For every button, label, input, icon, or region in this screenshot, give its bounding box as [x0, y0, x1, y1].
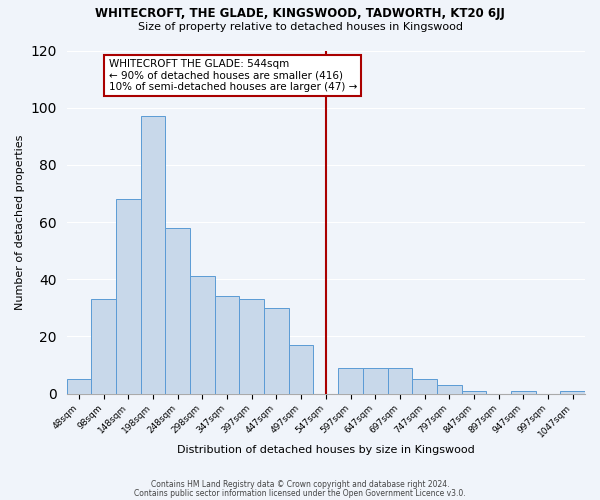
Y-axis label: Number of detached properties: Number of detached properties	[15, 134, 25, 310]
Text: WHITECROFT THE GLADE: 544sqm
← 90% of detached houses are smaller (416)
10% of s: WHITECROFT THE GLADE: 544sqm ← 90% of de…	[109, 59, 357, 92]
Bar	[388, 368, 412, 394]
Text: WHITECROFT, THE GLADE, KINGSWOOD, TADWORTH, KT20 6JJ: WHITECROFT, THE GLADE, KINGSWOOD, TADWOR…	[95, 8, 505, 20]
Text: Contains HM Land Registry data © Crown copyright and database right 2024.: Contains HM Land Registry data © Crown c…	[151, 480, 449, 489]
Bar	[67, 380, 91, 394]
Text: Contains public sector information licensed under the Open Government Licence v3: Contains public sector information licen…	[134, 488, 466, 498]
Bar	[141, 116, 166, 394]
Text: Size of property relative to detached houses in Kingswood: Size of property relative to detached ho…	[137, 22, 463, 32]
Bar	[91, 300, 116, 394]
Bar	[461, 391, 486, 394]
Bar	[338, 368, 363, 394]
Bar	[166, 228, 190, 394]
Bar	[264, 308, 289, 394]
Bar	[437, 385, 461, 394]
Bar	[116, 199, 141, 394]
Bar	[511, 391, 536, 394]
Bar	[560, 391, 585, 394]
X-axis label: Distribution of detached houses by size in Kingswood: Distribution of detached houses by size …	[177, 445, 475, 455]
Bar	[363, 368, 388, 394]
Bar	[289, 345, 313, 394]
Bar	[215, 296, 239, 394]
Bar	[239, 300, 264, 394]
Bar	[190, 276, 215, 394]
Bar	[412, 380, 437, 394]
